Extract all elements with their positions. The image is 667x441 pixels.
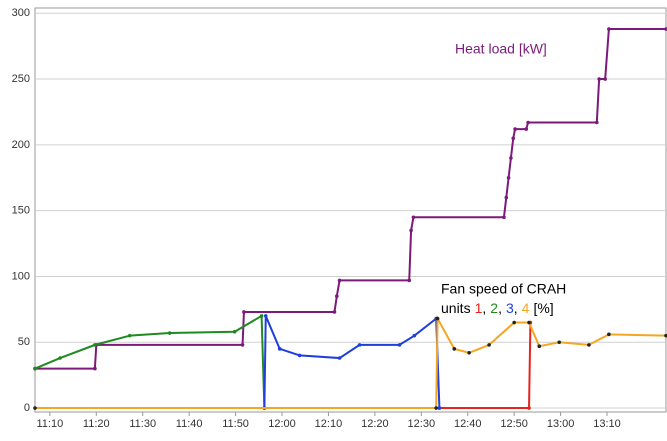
x-tick-label: 12:50: [500, 418, 528, 430]
series-label: Heat load [kW]: [455, 41, 547, 57]
point: [664, 333, 667, 338]
point: [240, 343, 245, 347]
point: [357, 343, 362, 347]
point: [664, 27, 667, 31]
point: [502, 215, 506, 220]
x-tick-label: 12:20: [361, 418, 389, 430]
point: [537, 344, 542, 349]
legend-entry: 4: [522, 300, 530, 316]
annotation: Fan speed of CRAH: [441, 281, 566, 297]
x-tick-label: 13:10: [593, 418, 621, 430]
point: [595, 120, 599, 125]
point: [487, 343, 491, 347]
point: [452, 347, 457, 351]
series-line: [35, 28, 666, 370]
y-tick-label: 100: [12, 270, 30, 282]
point: [397, 343, 402, 347]
point: [93, 343, 97, 347]
series-line: [439, 322, 532, 410]
point: [526, 120, 530, 125]
y-tick-label: 0: [24, 402, 30, 414]
point: [259, 314, 264, 318]
x-tick-label: 12:10: [315, 418, 343, 430]
x-tick-label: 11:40: [176, 418, 203, 430]
point: [409, 228, 413, 233]
x-tick-label: 11:30: [129, 418, 156, 430]
point: [167, 331, 172, 335]
point: [407, 278, 412, 283]
point: [58, 356, 62, 360]
annotation-part: ,: [498, 300, 502, 316]
point: [332, 310, 337, 314]
x-tick-label: 11:50: [222, 418, 249, 430]
point: [509, 156, 513, 160]
point: [437, 406, 442, 410]
legend-entry: 1: [475, 300, 483, 316]
point: [434, 406, 438, 410]
point: [587, 343, 591, 347]
point: [297, 353, 302, 358]
series-line: [34, 314, 266, 409]
legend-entry: 2: [490, 300, 498, 316]
point: [506, 175, 511, 180]
annotation: units 1, 2, 3, 4 [%]: [441, 300, 554, 316]
annotation-part: ,: [514, 300, 518, 316]
point: [335, 294, 339, 298]
annotation-part: [%]: [533, 300, 553, 316]
x-tick-label: 13:00: [547, 418, 575, 430]
point: [242, 310, 246, 314]
point: [607, 27, 611, 31]
point: [263, 314, 268, 318]
annotation-part: ,: [482, 300, 486, 316]
point: [527, 406, 531, 410]
point: [33, 406, 37, 410]
series-line: [263, 315, 441, 409]
point: [512, 320, 516, 325]
point: [511, 136, 516, 141]
y-tick-label: 150: [12, 205, 30, 217]
annotation-part: units: [441, 300, 471, 316]
point: [411, 215, 416, 220]
x-tick-label: 11:10: [36, 418, 63, 430]
point: [412, 333, 417, 338]
x-tick-label: 11:20: [83, 418, 110, 430]
plot-frame: [34, 7, 667, 413]
point: [232, 329, 237, 334]
point: [337, 356, 342, 360]
point: [607, 332, 611, 337]
x-tick-label: 12:00: [268, 418, 296, 430]
point: [467, 350, 471, 355]
x-tick-label: 12:40: [454, 418, 482, 430]
y-tick-label: 50: [18, 336, 30, 348]
point: [504, 195, 509, 200]
point: [127, 333, 132, 338]
point: [337, 278, 342, 283]
point: [93, 366, 97, 371]
point: [524, 127, 529, 131]
point: [435, 316, 440, 321]
legend-entry: 3: [506, 300, 514, 316]
point: [557, 340, 562, 345]
y-tick-label: 200: [12, 139, 30, 151]
point: [277, 347, 282, 351]
point: [513, 127, 517, 131]
series-line: [35, 314, 667, 410]
y-tick-label: 300: [12, 7, 30, 19]
x-tick-label: 12:30: [408, 418, 436, 430]
point: [597, 77, 601, 81]
y-tick-label: 250: [12, 73, 30, 85]
point: [603, 77, 607, 81]
point: [33, 366, 37, 371]
point: [527, 320, 531, 325]
